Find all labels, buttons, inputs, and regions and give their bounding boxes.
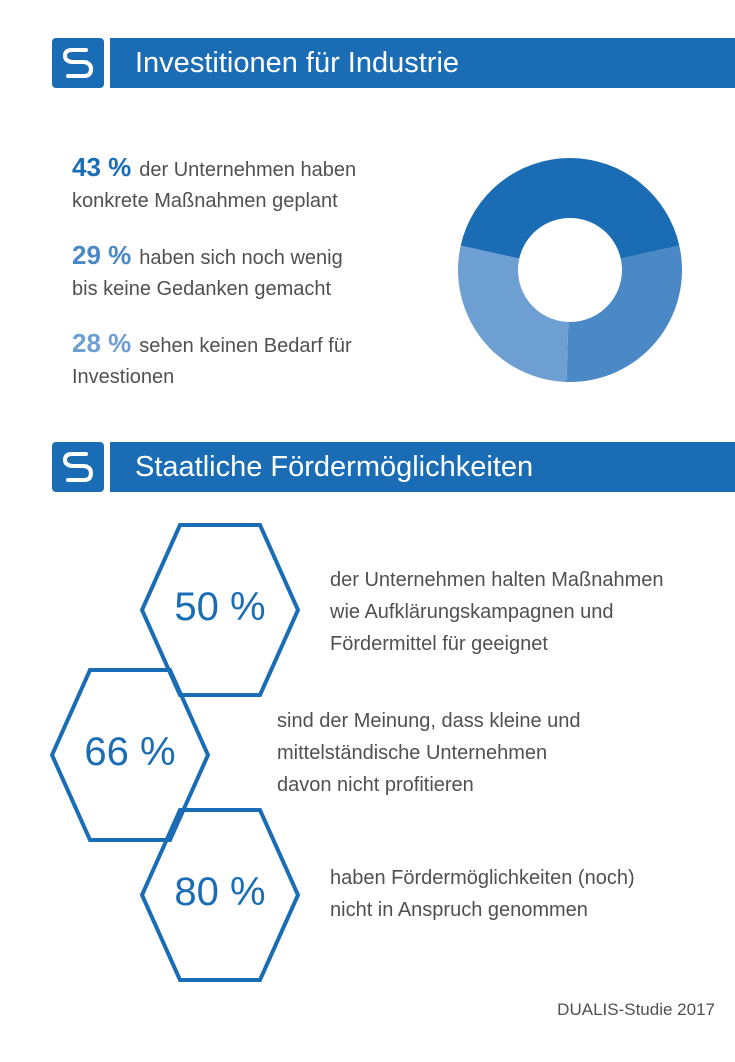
section1-logo [52,38,104,88]
stat-29: 29 % haben sich noch wenig bis keine Geda… [72,240,343,305]
stat-28-line2: Investionen [72,366,175,388]
donut-slice-1 [460,157,680,259]
donut-slice-3 [458,245,569,382]
donut-chart [458,157,682,382]
hexagon-50 [140,523,300,697]
footer-source: DUALIS-Studie 2017 [557,1000,715,1019]
stat-43: 43 % der Unternehmen haben konkrete Maßna… [72,152,356,217]
hexagon-50-value: 50 % [174,585,266,629]
company-logo-icon [52,38,104,88]
section1-banner [110,38,735,88]
hexagon-66 [50,668,210,842]
stat-43-line1: der Unternehmen haben [139,159,357,181]
section2-logo [52,442,104,492]
company-logo-icon [52,442,104,492]
hexagon-80 [140,808,300,982]
stat-29-line1: haben sich noch wenig [139,247,343,269]
stat-28-line1: sehen keinen Bedarf für [139,335,352,357]
stat-28-pct: 28 % [72,328,132,358]
hexagon-66-value: 66 % [84,730,176,774]
hexagon-80-value: 80 % [174,870,266,914]
section1-title: Investitionen für Industrie [135,47,460,79]
hexagon-50-desc: der Unternehmen halten Maßnahmen wie Auf… [330,569,664,655]
stat-29-pct: 29 % [72,240,132,270]
section2-banner [110,442,735,492]
stat-43-pct: 43 % [72,152,132,182]
donut-slice-2 [566,245,682,382]
stat-28: 28 % sehen keinen Bedarf für Investionen [72,328,352,393]
hexagon-66-desc: sind der Meinung, dass kleine und mittel… [277,710,581,796]
stat-29-line2: bis keine Gedanken gemacht [72,278,332,300]
stat-43-line2: konkrete Maßnahmen geplant [72,190,338,212]
hexagon-80-desc: haben Fördermöglichkeiten (noch) nicht i… [330,867,635,921]
section2-title: Staatliche Fördermöglichkeiten [135,451,534,483]
